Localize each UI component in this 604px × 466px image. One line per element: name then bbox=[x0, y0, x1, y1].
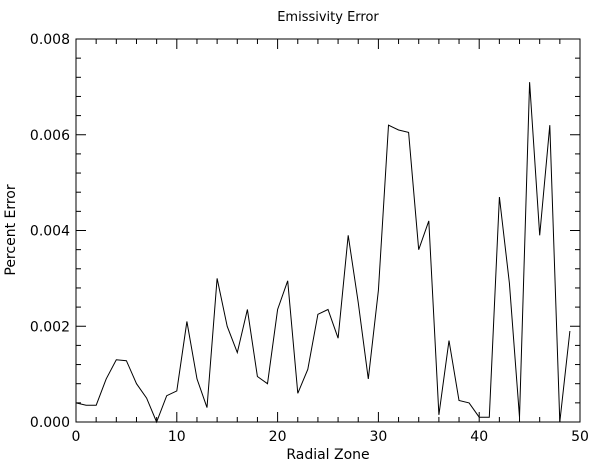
y-tick-labels: 0.000 0.002 0.004 0.006 0.008 bbox=[30, 32, 70, 431]
x-tick-label: 30 bbox=[369, 429, 387, 445]
major-ticks bbox=[75, 38, 581, 423]
y-tick-label: 0.006 bbox=[30, 128, 70, 144]
y-tick-label: 0.008 bbox=[30, 32, 70, 48]
x-tick-labels: 0 10 20 30 40 50 bbox=[72, 429, 589, 445]
x-tick-label: 10 bbox=[168, 429, 186, 445]
minor-ticks bbox=[76, 39, 580, 422]
x-axis-label: Radial Zone bbox=[286, 447, 369, 463]
x-tick-label: 50 bbox=[571, 429, 589, 445]
y-axis-label: Percent Error bbox=[3, 184, 19, 275]
x-tick-label: 40 bbox=[470, 429, 488, 445]
plot-frame bbox=[75, 38, 581, 423]
y-tick-label: 0.004 bbox=[30, 224, 70, 240]
y-tick-label: 0.000 bbox=[30, 415, 70, 431]
x-tick-label: 0 bbox=[72, 429, 81, 445]
series-line bbox=[75, 82, 571, 424]
y-tick-label: 0.002 bbox=[30, 319, 70, 335]
chart-title: Emissivity Error bbox=[277, 10, 379, 25]
x-tick-label: 20 bbox=[269, 429, 287, 445]
